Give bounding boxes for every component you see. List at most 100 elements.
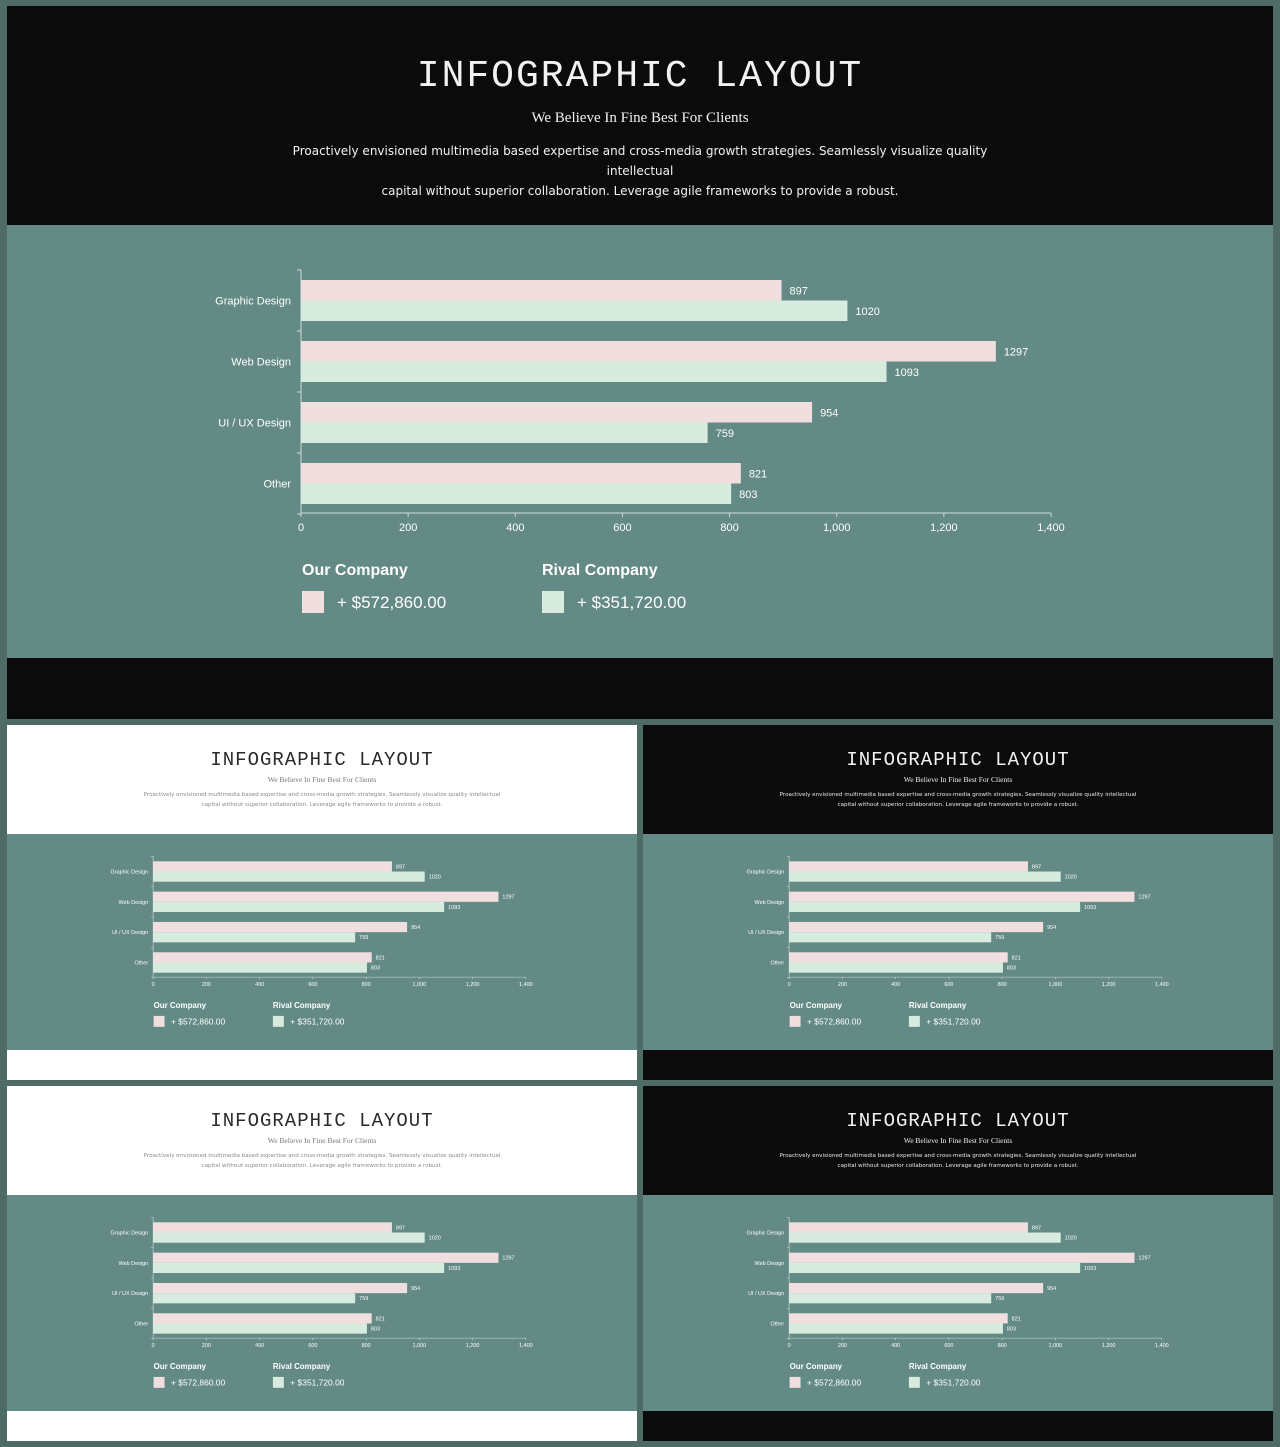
bar-rival-company	[301, 422, 708, 443]
legend-rival-company-value: + $351,720.00	[577, 593, 686, 612]
data-label: 1297	[502, 1256, 514, 1262]
slide-subtitle: We Believe In Fine Best For Clients	[267, 1136, 377, 1145]
category-label: UI / UX Design	[748, 1291, 784, 1297]
data-label: 1093	[448, 905, 460, 911]
slide-footer-band	[7, 1411, 637, 1441]
x-tick-label: 1,000	[413, 982, 427, 988]
legend-rival-company-value: + $351,720.00	[290, 1016, 345, 1026]
legend-our-company-swatch	[153, 1015, 165, 1027]
bar-our-company	[153, 891, 499, 902]
x-tick-label: 800	[362, 982, 371, 988]
legend-rival-company-value: + $351,720.00	[926, 1016, 981, 1026]
bar-our-company	[153, 861, 392, 872]
category-label: Web Design	[755, 1261, 785, 1267]
data-label: 803	[1007, 966, 1016, 972]
data-label: 897	[396, 864, 405, 870]
data-label: 1020	[429, 1236, 441, 1242]
bar-rival-company	[153, 1293, 356, 1304]
data-label: 1297	[502, 895, 514, 901]
description-line-2: capital without superior collaboration. …	[837, 1163, 1079, 1169]
bar-our-company	[153, 921, 408, 933]
legend-rival-company-value: + $351,720.00	[290, 1377, 345, 1387]
category-label: UI / UX Design	[112, 930, 148, 936]
data-label: 897	[790, 285, 808, 297]
description-line-2: capital without superior collaboration. …	[837, 802, 1079, 808]
category-label: Graphic Design	[111, 1231, 149, 1237]
legend-our-company-swatch	[789, 1376, 801, 1388]
x-tick-label: 600	[308, 982, 317, 988]
legend-rival-company-swatch	[542, 591, 564, 613]
legend-rival-company-swatch	[908, 1015, 920, 1027]
x-tick-label: 1,400	[519, 1343, 533, 1349]
x-tick-label: 200	[838, 982, 847, 988]
slide-thumb-light-1[interactable]: INFOGRAPHIC LAYOUT We Believe In Fine Be…	[7, 725, 637, 1080]
bar-our-company	[153, 1313, 372, 1324]
legend-rival-company-label: Rival Company	[909, 1001, 967, 1010]
data-label: 1297	[1138, 1256, 1150, 1262]
x-tick-label: 0	[298, 522, 304, 534]
bar-rival-company	[789, 1232, 1061, 1243]
slide-title: INFOGRAPHIC LAYOUT	[846, 1110, 1070, 1132]
x-tick-label: 200	[202, 1343, 211, 1349]
data-label: 821	[1012, 955, 1021, 961]
data-label: 954	[820, 407, 838, 419]
data-label: 1297	[1004, 346, 1028, 358]
slide-footer-band	[643, 1050, 1273, 1080]
legend-our-company-label: Our Company	[790, 1001, 843, 1010]
slide-header: INFOGRAPHIC LAYOUT We Believe In Fine Be…	[7, 6, 1273, 225]
slide-footer-band	[7, 658, 1273, 719]
slide-thumb-light-2[interactable]: INFOGRAPHIC LAYOUT We Believe In Fine Be…	[7, 1086, 637, 1441]
x-tick-label: 1,200	[1102, 982, 1116, 988]
bar-rival-company	[153, 901, 445, 913]
bar-rival-company	[153, 932, 356, 943]
slide-main[interactable]: INFOGRAPHIC LAYOUT We Believe In Fine Be…	[7, 6, 1273, 719]
slide-title: INFOGRAPHIC LAYOUT	[210, 1110, 434, 1132]
bar-our-company	[789, 952, 1008, 963]
legend-rival-company-swatch	[908, 1376, 920, 1388]
data-label: 803	[371, 966, 380, 972]
category-label: Graphic Design	[747, 1231, 785, 1237]
data-label: 897	[1032, 1225, 1041, 1231]
category-label: UI / UX Design	[218, 418, 291, 430]
bar-rival-company	[301, 483, 732, 504]
bar-rival-company	[301, 300, 848, 321]
x-tick-label: 200	[202, 982, 211, 988]
legend-our-company-value: + $572,860.00	[171, 1016, 226, 1026]
bar-our-company	[301, 402, 813, 423]
bar-rival-company	[153, 871, 425, 882]
data-label: 1093	[1084, 905, 1096, 911]
data-label: 759	[359, 935, 368, 941]
description-line-2: capital without superior collaboration. …	[201, 802, 443, 808]
x-tick-label: 600	[613, 522, 631, 534]
description-line-1: Proactively envisioned multimedia based …	[292, 144, 988, 178]
category-label: UI / UX Design	[748, 930, 784, 936]
bar-rival-company	[789, 871, 1061, 882]
slide-title: INFOGRAPHIC LAYOUT	[210, 749, 434, 771]
bar-our-company	[301, 341, 996, 362]
legend-our-company-swatch	[153, 1376, 165, 1388]
bar-our-company	[789, 1222, 1028, 1233]
bar-chart: Graphic Design 897 1020 Web Design 1297 1093 U…	[111, 856, 533, 1027]
legend-rival-company-value: + $351,720.00	[926, 1377, 981, 1387]
data-label: 1093	[1084, 1266, 1096, 1272]
data-label: 954	[411, 925, 420, 931]
description-line-1: Proactively envisioned multimedia based …	[143, 1153, 501, 1159]
data-label: 1020	[429, 875, 441, 881]
data-label: 1297	[1138, 895, 1150, 901]
slide-thumb-dark-1[interactable]: INFOGRAPHIC LAYOUT We Believe In Fine Be…	[643, 725, 1273, 1080]
x-tick-label: 0	[152, 1343, 155, 1349]
slide-header: INFOGRAPHIC LAYOUT We Believe In Fine Be…	[643, 725, 1273, 834]
data-label: 821	[376, 1316, 385, 1322]
x-tick-label: 400	[506, 522, 524, 534]
legend-our-company-swatch	[302, 591, 324, 613]
legend-rival-company-label: Rival Company	[273, 1362, 331, 1371]
data-label: 1093	[895, 367, 919, 379]
bar-our-company	[153, 1222, 392, 1233]
slide-description: Proactively envisioned multimedia based …	[142, 790, 502, 810]
bar-rival-company	[153, 1262, 445, 1274]
slide-description: Proactively envisioned multimedia based …	[142, 1151, 502, 1171]
category-label: Web Design	[755, 900, 785, 906]
legend-our-company-label: Our Company	[790, 1362, 843, 1371]
slide-thumb-dark-2[interactable]: INFOGRAPHIC LAYOUT We Believe In Fine Be…	[643, 1086, 1273, 1441]
data-label: 1020	[1065, 875, 1077, 881]
